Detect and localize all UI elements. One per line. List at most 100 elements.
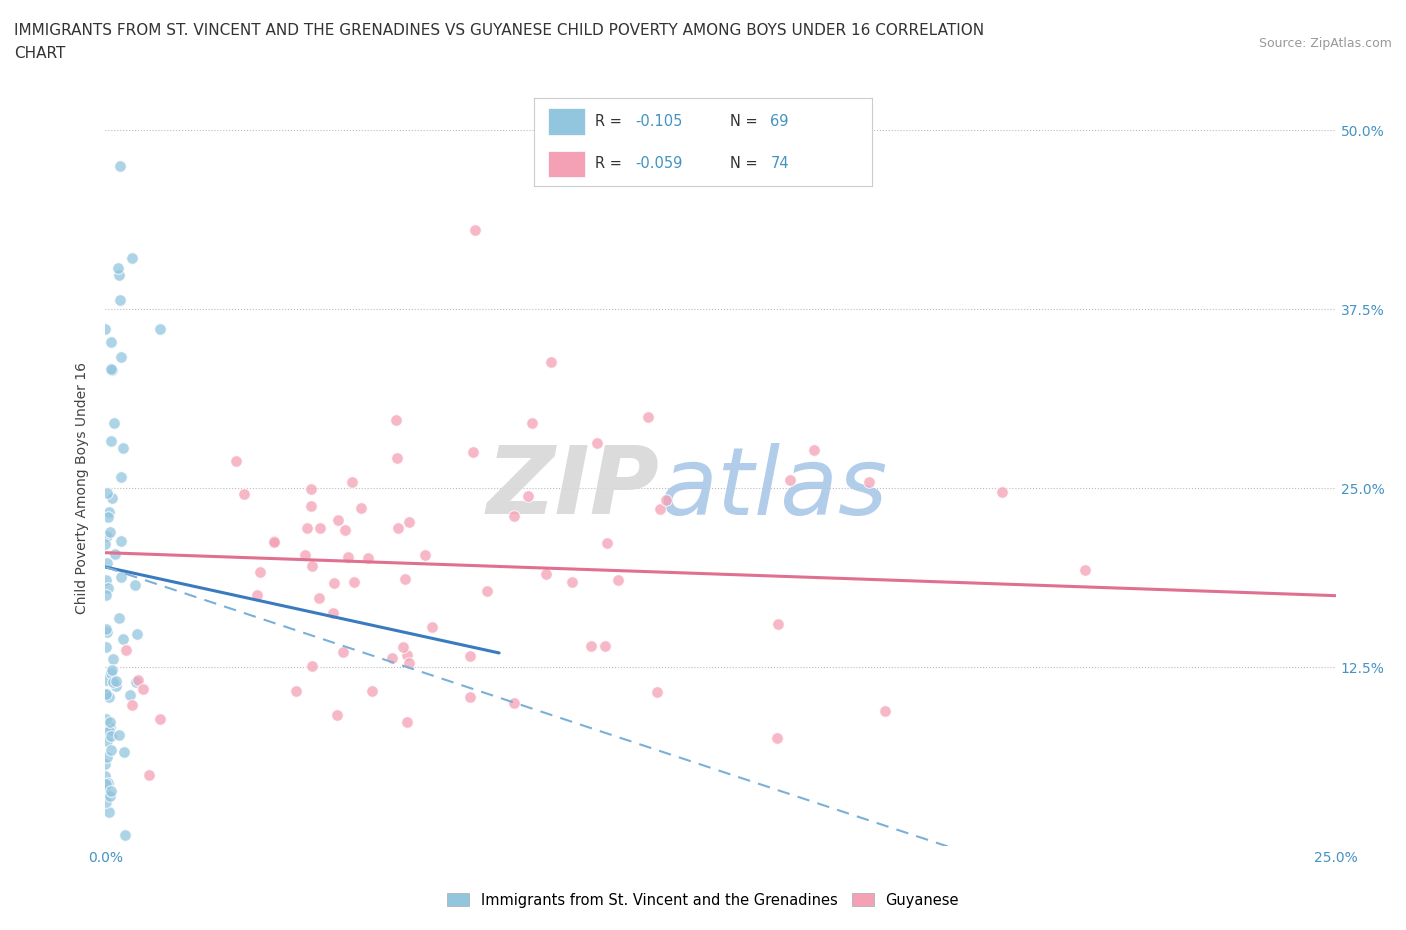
Legend: Immigrants from St. Vincent and the Grenadines, Guyanese: Immigrants from St. Vincent and the Gren…: [441, 886, 965, 913]
Point: [336, 550, 359, 565]
Point: [103, 416, 125, 431]
Point: [350, 500, 373, 515]
Point: [650, 501, 672, 516]
FancyBboxPatch shape: [548, 108, 585, 135]
Point: [308, 591, 330, 605]
Point: [94, 640, 117, 655]
Point: [98, 804, 121, 819]
Point: [97, 580, 120, 595]
Point: [295, 521, 318, 536]
Point: [125, 627, 148, 642]
Point: [1074, 563, 1097, 578]
Point: [477, 583, 499, 598]
Point: [225, 453, 247, 468]
Point: [503, 696, 526, 711]
Point: [110, 470, 132, 485]
Point: [540, 355, 562, 370]
Point: [332, 644, 354, 659]
Point: [387, 520, 409, 535]
Text: IMMIGRANTS FROM ST. VINCENT AND THE GRENADINES VS GUYANESE CHILD POVERTY AMONG B: IMMIGRANTS FROM ST. VINCENT AND THE GREN…: [14, 23, 984, 38]
Point: [990, 485, 1012, 499]
Point: [94, 686, 117, 701]
Point: [263, 534, 285, 549]
Text: R =: R =: [595, 156, 627, 171]
Point: [458, 648, 481, 663]
FancyBboxPatch shape: [548, 151, 585, 177]
Point: [121, 251, 143, 266]
Text: 74: 74: [770, 156, 789, 171]
Point: [503, 509, 526, 524]
Point: [110, 570, 132, 585]
Point: [581, 639, 603, 654]
Point: [396, 715, 419, 730]
Point: [127, 672, 149, 687]
Point: [94, 711, 117, 726]
Point: [100, 729, 122, 744]
Point: [94, 321, 117, 336]
Point: [803, 443, 825, 458]
Point: [285, 684, 308, 698]
Point: [108, 268, 131, 283]
Point: [858, 475, 880, 490]
Point: [246, 588, 269, 603]
Point: [94, 688, 117, 703]
Point: [103, 675, 125, 690]
Point: [114, 827, 136, 842]
Point: [596, 536, 619, 551]
Point: [398, 514, 420, 529]
Point: [101, 651, 124, 666]
Text: N =: N =: [730, 156, 762, 171]
Point: [100, 720, 122, 735]
Point: [100, 433, 122, 448]
Point: [94, 768, 117, 783]
Point: [98, 788, 121, 803]
Y-axis label: Child Poverty Among Boys Under 16: Child Poverty Among Boys Under 16: [76, 363, 90, 614]
Point: [301, 558, 323, 573]
Point: [766, 730, 789, 745]
Point: [561, 575, 583, 590]
Point: [385, 412, 408, 427]
Point: [637, 410, 659, 425]
Point: [110, 349, 132, 364]
Point: [398, 656, 420, 671]
Point: [94, 537, 117, 551]
Point: [124, 578, 146, 592]
Point: [100, 742, 122, 757]
Point: [132, 682, 155, 697]
Point: [520, 415, 543, 430]
Point: [121, 698, 143, 712]
Point: [96, 555, 118, 570]
Point: [94, 672, 117, 687]
Point: [112, 631, 135, 646]
Point: [100, 666, 122, 681]
Point: [464, 223, 486, 238]
Point: [101, 363, 124, 378]
Point: [96, 625, 118, 640]
Point: [94, 621, 117, 636]
Point: [100, 335, 122, 350]
Point: [360, 684, 382, 699]
Point: [108, 292, 131, 307]
Text: N =: N =: [730, 113, 762, 128]
Point: [299, 498, 322, 513]
Point: [420, 619, 443, 634]
Point: [104, 673, 127, 688]
Point: [100, 784, 122, 799]
Point: [104, 678, 127, 693]
Point: [98, 724, 121, 738]
Point: [100, 362, 122, 377]
Point: [458, 689, 481, 704]
Point: [593, 639, 616, 654]
Text: Source: ZipAtlas.com: Source: ZipAtlas.com: [1258, 37, 1392, 50]
Point: [356, 551, 378, 565]
Point: [98, 690, 121, 705]
Point: [112, 440, 135, 455]
Point: [534, 566, 557, 581]
Point: [343, 574, 366, 589]
Point: [98, 715, 121, 730]
Text: -0.105: -0.105: [636, 113, 683, 128]
Point: [232, 486, 254, 501]
Point: [461, 445, 484, 460]
Point: [413, 547, 436, 562]
Text: R =: R =: [595, 113, 627, 128]
